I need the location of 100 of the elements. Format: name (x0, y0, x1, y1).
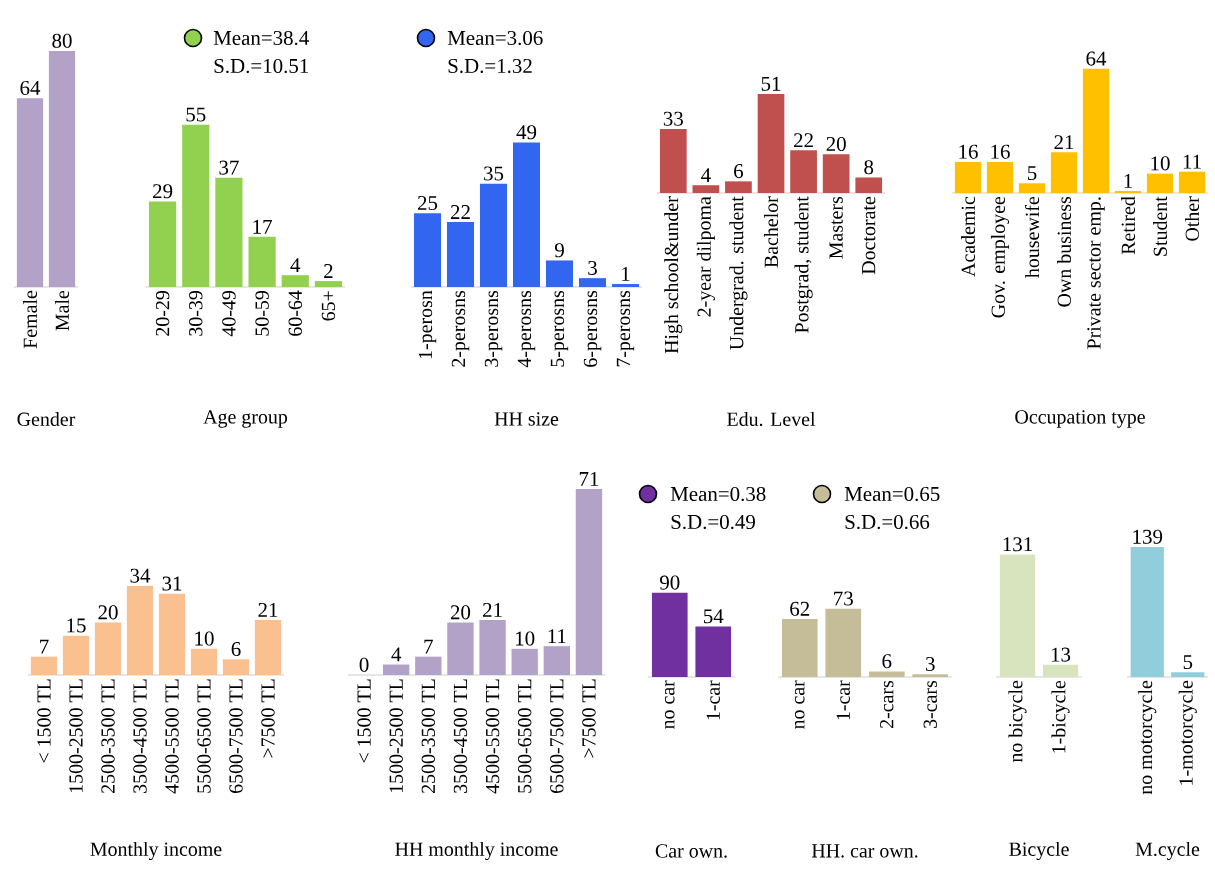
data-label: 62 (790, 601, 810, 616)
bar (954, 161, 982, 193)
data-label: 31 (162, 576, 182, 591)
data-label: 5 (1028, 166, 1037, 181)
bar (757, 94, 785, 193)
data-label: 20 (450, 605, 471, 620)
data-label: 4 (391, 647, 402, 662)
x-tick-label: 4500-5500 TL (165, 679, 179, 794)
data-label: 22 (794, 133, 813, 148)
x-tick-label: no bicycle (1008, 680, 1027, 763)
x-tick-label: < 1500 TL (37, 679, 51, 763)
bar (148, 201, 177, 287)
text: S.D.=10.51 (214, 58, 309, 74)
bar (1146, 173, 1174, 193)
data-label: 51 (761, 76, 781, 91)
x-tick-label: 4500-5500 TL (485, 679, 500, 794)
x-tick-label: 4-perosns (517, 290, 536, 368)
data-label: 2 (324, 264, 333, 278)
data-label: 1 (1124, 174, 1132, 188)
x-axis-title: Bicycle (1009, 841, 1069, 861)
data-label: 10 (516, 631, 535, 646)
data-label: 54 (704, 609, 724, 624)
bar (1082, 68, 1110, 193)
text: S.D.=0.66 (845, 514, 930, 530)
x-axis-title: Occupation type (1015, 410, 1145, 428)
x-tick-label: Doctorate (862, 196, 876, 275)
x-tick-label: 3500-4500 TL (133, 679, 147, 793)
data-label: 16 (959, 144, 978, 159)
bar (825, 608, 862, 677)
data-label: 17 (253, 219, 272, 234)
x-tick-label: 30-39 (189, 291, 203, 336)
data-label: 25 (417, 195, 438, 211)
data-label: 15 (67, 618, 86, 633)
data-label: 90 (659, 575, 680, 590)
data-label: 8 (864, 160, 874, 175)
x-tick-label: 40-49 (222, 291, 236, 337)
x-tick-label: Postgrad, student (794, 196, 813, 333)
x-axis-title: Edu. Level (727, 411, 816, 427)
data-label: 71 (579, 471, 599, 486)
x-tick-label: Other (1185, 196, 1200, 241)
data-label: 131 (1003, 537, 1032, 552)
bar (512, 142, 541, 287)
data-label: 7 (40, 639, 49, 654)
data-label: 21 (483, 602, 502, 617)
data-label: 7 (424, 639, 433, 654)
x-tick-label: 3500-4500 TL (453, 679, 468, 793)
bar (790, 150, 817, 193)
data-label: 10 (195, 631, 214, 646)
data-label: 139 (1133, 529, 1163, 544)
x-axis-title: Gender (17, 411, 76, 426)
x-axis-title: Age group (203, 410, 288, 428)
bar (62, 635, 90, 675)
bar (215, 177, 243, 287)
data-label: 49 (516, 125, 537, 140)
x-axis-title: Car own. (655, 844, 727, 858)
bar (822, 154, 850, 193)
data-label: 4 (701, 168, 711, 183)
bar (254, 619, 282, 675)
x-tick-label: housewife (1024, 196, 1040, 278)
x-tick-label: 5500-6500 TL (517, 679, 532, 793)
x-tick-label: no car (664, 680, 675, 729)
data-label: 64 (1086, 51, 1107, 66)
bar (1178, 171, 1206, 193)
bar (94, 622, 122, 675)
data-label: 4 (290, 258, 301, 272)
x-tick-label: 2500-3500 TL (421, 679, 436, 793)
text: Mean=3.06 (447, 30, 543, 46)
x-tick-label: 1-car (706, 680, 720, 720)
bar (30, 656, 58, 675)
x-tick-label: 1-motorcycle (1178, 680, 1197, 785)
bar (479, 619, 506, 675)
data-label: 21 (1054, 135, 1074, 150)
bar (383, 664, 410, 675)
x-tick-label: Private sector emp. (1087, 197, 1105, 349)
bar (1050, 152, 1078, 193)
x-axis-title: HH size (494, 412, 559, 426)
bar (781, 619, 818, 677)
x-tick-label: Retired (1121, 196, 1136, 255)
data-label: 6 (882, 654, 892, 669)
data-label: 6 (734, 164, 744, 179)
data-label: 11 (548, 629, 566, 643)
x-tick-label: 6500-7500 TL (229, 679, 243, 793)
x-tick-label: 3-perosns (484, 290, 503, 367)
bar (222, 659, 250, 675)
x-tick-label: 2-year dilpoma (696, 196, 715, 317)
x-tick-label: Bachelor (764, 196, 779, 268)
x-tick-label: Female (22, 290, 37, 349)
data-label: 3 (926, 656, 935, 671)
data-label: 64 (20, 80, 41, 95)
x-tick-label: 2-perosns (451, 290, 470, 367)
data-label: 20 (826, 136, 846, 151)
bar (447, 622, 474, 675)
x-axis-title: M.cycle (1135, 841, 1200, 861)
x-tick-label: 6-perosns (583, 290, 602, 367)
bar (725, 181, 752, 193)
bar (545, 260, 574, 287)
bar (543, 646, 570, 675)
data-label: 0 (359, 657, 369, 672)
data-label: 34 (130, 568, 151, 583)
bar (479, 183, 508, 287)
